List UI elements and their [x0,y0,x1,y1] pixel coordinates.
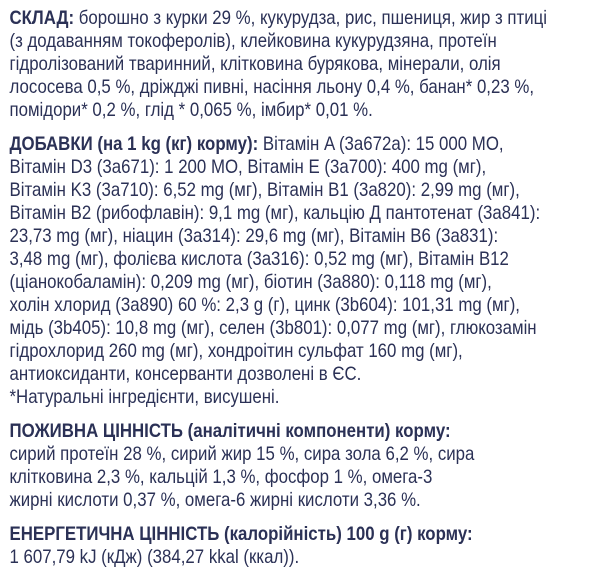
text-line: сирий протеїн 28 %, сирий жир 15 %, сира… [9,443,475,465]
section-composition: СКЛАД: борошно з курки 29 %, кукурудза, … [9,7,604,122]
text-line: гідролізований тваринний, клітковина бур… [9,53,501,75]
composition-heading: СКЛАД: [9,7,75,29]
section-energy-value: ЕНЕРГЕТИЧНА ЦІННІСТЬ (калорійність) 100 … [9,523,604,569]
text-line: 23,73 mg (мг), ніацин (3а314): 29,6 mg (… [9,225,499,247]
text-line: ДОБАВКИ (на 1 kg (кг) корму): Вітамін A … [9,133,604,156]
natural-ingredients-note: *Натуральні інгредієнти, висушені. [9,386,280,408]
text-line: Вітамін D3 (3а671): 1 200 МО, Вітамін E … [9,156,487,178]
text-line: (ціанокобаламін): 0,209 mg (мг), біотин … [9,271,492,293]
composition-text: борошно з курки 29 %, кукурудза, рис, пш… [74,7,547,29]
text-line: гідрохлорид 260 mg (мг), хондроітин суль… [9,340,463,362]
section-additives: ДОБАВКИ (на 1 kg (кг) корму): Вітамін A … [9,133,604,409]
nutritional-value-heading: ПОЖИВНА ЦІННІСТЬ (аналітичні компоненти)… [9,420,451,442]
text-line: жирні кислоти 0,37 %, омега-6 жирні кисл… [9,489,421,511]
text-line: холін хлорид (3а890) 60 %: 2,3 g (г), ци… [9,294,520,316]
text-line: Вітамін B2 (рибофлавін): 9,1 mg (мг), ка… [9,202,541,224]
additives-text: Вітамін A (3а672а): 15 000 МО, [258,133,504,155]
text-line: антиоксиданти, консерванти дозволені в Є… [9,363,362,385]
text-line: помідори* 0,2 %, глід * 0,065 %, імбир* … [9,99,373,121]
text-line: СКЛАД: борошно з курки 29 %, кукурудза, … [9,7,604,30]
text-line: 3,48 mg (мг), фолієва кислота (3а316): 0… [9,248,509,270]
text-line: мідь (3b405): 10,8 mg (мг), селен (3b801… [9,317,537,339]
additives-heading: ДОБАВКИ (на 1 kg (кг) корму): [9,133,259,155]
energy-value-heading: ЕНЕРГЕТИЧНА ЦІННІСТЬ (калорійність) 100 … [9,523,473,545]
text-line: клітковина 2,3 %, кальцій 1,3 %, фосфор … [9,466,433,488]
section-nutritional-value: ПОЖИВНА ЦІННІСТЬ (аналітичні компоненти)… [9,420,604,512]
text-line: (з додаванням токоферолів), клейковина к… [9,30,497,52]
text-line: Вітамін K3 (3а710): 6,52 mg (мг), Вітамі… [9,179,520,201]
text-line: лососева 0,5 %, дріжджі пивні, насіння л… [9,76,535,98]
text-line: 1 607,79 kJ (кДж) (384,27 kkal (ккал)). [9,546,300,568]
